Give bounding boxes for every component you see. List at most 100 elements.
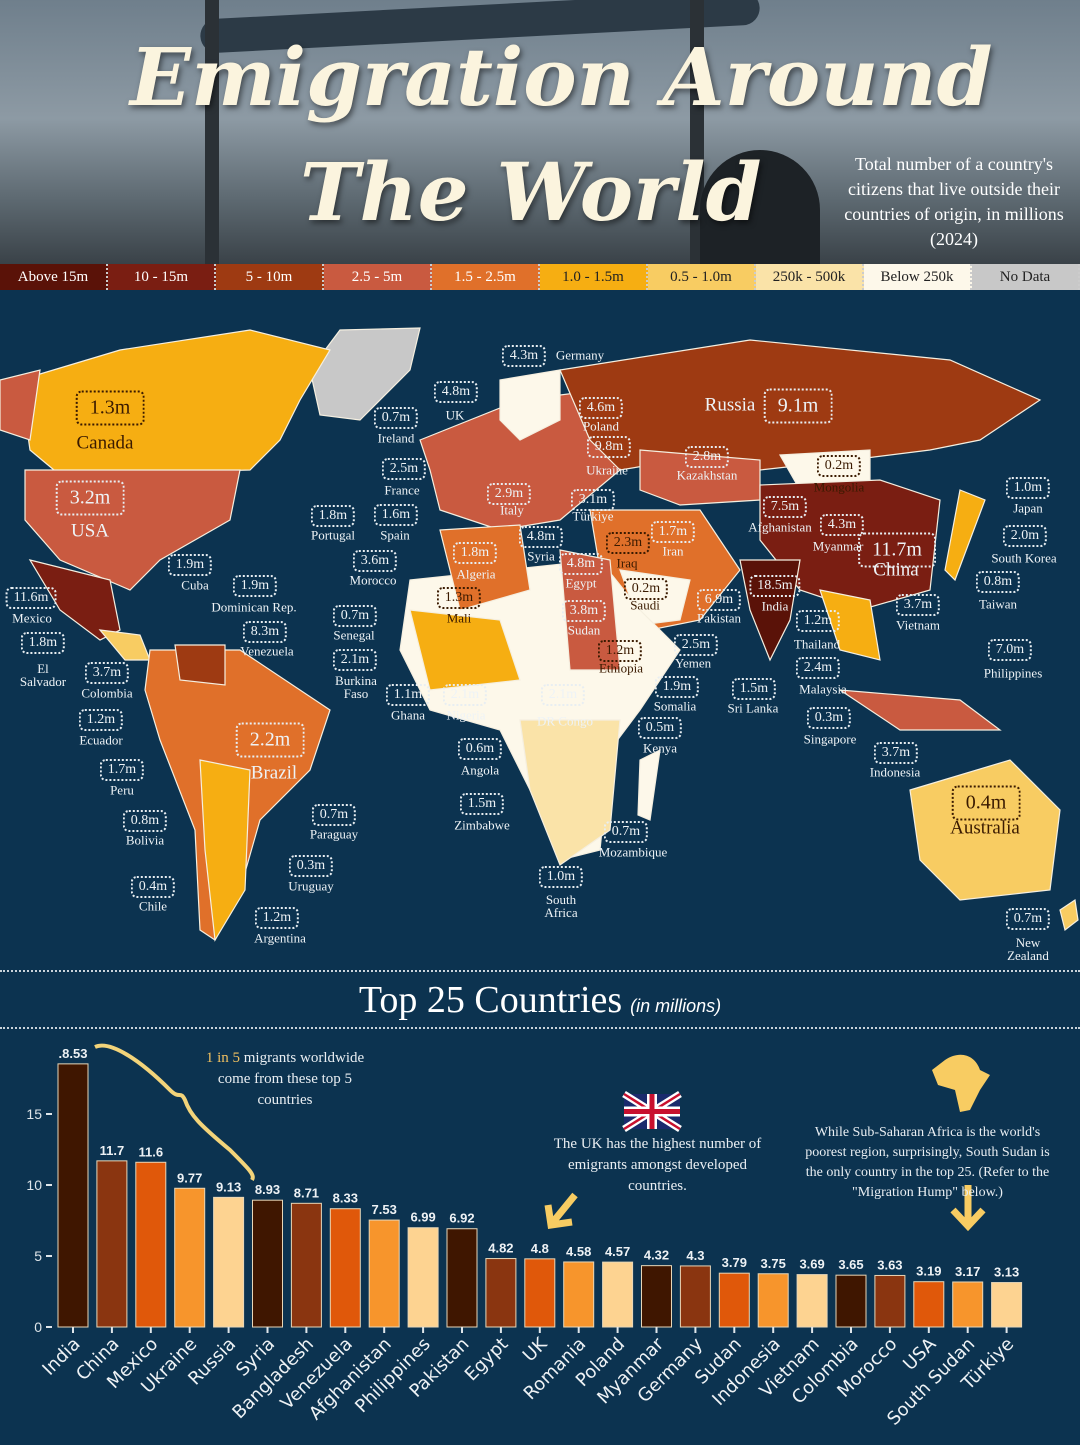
map-country-singapore: Singapore [803, 731, 857, 747]
map-country-uruguay: Uruguay [288, 878, 334, 894]
uk-flag-icon [622, 1091, 682, 1132]
map-country-portugal: Portugal [310, 527, 356, 543]
map-country-canada: Canada [76, 432, 134, 454]
map-value-poland: 4.6m [578, 397, 624, 419]
map-value-brazil: 2.2m [235, 722, 305, 758]
bar-value-label: 4.57 [605, 1244, 630, 1259]
bar-colombia [835, 1274, 867, 1328]
map-country-kazakhstan: Kazakhstan [676, 467, 738, 483]
bar-indonesia [757, 1273, 789, 1328]
map-country-brazil: Brazil [250, 762, 298, 784]
map-country-usa: USA [70, 520, 110, 542]
bar-syria [252, 1199, 283, 1328]
southern-africa-shape [519, 719, 621, 866]
map-country-sri-lanka: Sri Lanka [727, 700, 779, 716]
map-country-cuba: Cuba [181, 577, 209, 593]
top5-highlight: 1 in 5 [205, 1050, 240, 1066]
arrow-uk-icon [544, 1192, 578, 1229]
map-value-thailand: 1.2m [795, 610, 841, 632]
legend-item: 250k - 500k [756, 264, 864, 290]
map-value-sri-lanka: 1.5m [731, 678, 777, 700]
y-tick-label: 5 [34, 1248, 42, 1264]
map-country-chile: Chile [138, 898, 168, 914]
map-value-cuba: 1.9m [167, 554, 213, 576]
map-value-vietnam: 3.7m [895, 594, 941, 616]
map-country-germany: Germany [555, 347, 605, 363]
map-value-iran: 1.7m [650, 521, 696, 543]
map-value-yemen: 2.5m [673, 634, 719, 656]
map-value-ecuador: 1.2m [78, 709, 124, 731]
map-value-malaysia: 2.4m [795, 657, 841, 679]
map-country-argentina: Argentina [254, 930, 306, 946]
map-country-mexico: Mexico [12, 610, 52, 626]
map-country-senegal: Senegal [333, 627, 375, 643]
bar-egypt [485, 1258, 517, 1328]
map-value-mexico: 11.6m [5, 587, 57, 609]
bar-value-label: 3.69 [799, 1257, 824, 1272]
bar-value-label: 4.8 [531, 1241, 549, 1256]
map-country-uk: UK [445, 407, 465, 423]
top5-note: 1 in 5 migrants worldwide come from thes… [190, 1048, 380, 1111]
legend-item: Above 15m [0, 264, 108, 290]
header-banner: Emigration Around The World Total number… [0, 0, 1080, 264]
world-map: 1.3m Canada 3.2m USA 9.1m Russia 4.3m Germany 4.… [0, 290, 1080, 970]
map-country-paraguay: Paraguay [309, 826, 359, 842]
map-country-angola: Angola [460, 762, 500, 778]
map-value-canada: 1.3m [75, 390, 145, 426]
y-tick-label: 0 [34, 1319, 42, 1335]
bar-value-label: 3.17 [955, 1264, 980, 1279]
map-value-singapore: 0.3m [806, 707, 852, 729]
map-value-peru: 1.7m [99, 759, 145, 781]
map-country-somalia: Somalia [653, 698, 697, 714]
map-value-ghana: 1.1m [385, 684, 431, 706]
color-legend: Above 15m 10 - 15m 5 - 10m 2.5 - 5m 1.5 - 2.… [0, 264, 1080, 290]
map-country-mongolia: Mongolia [813, 479, 865, 495]
map-country-china: China [873, 559, 919, 581]
map-value-burkina-faso: 2.1m [332, 649, 378, 671]
map-value-bolivia: 0.8m [122, 810, 168, 832]
bar-value-label: 3.63 [877, 1257, 902, 1272]
bar-china [96, 1160, 128, 1328]
map-value-uk: 4.8m [433, 381, 479, 403]
map-value-egypt: 4.8m [558, 553, 604, 575]
map-value-italy: 2.9m [486, 483, 532, 505]
bar-bangladesh [290, 1202, 322, 1328]
bar-philippines [407, 1227, 439, 1328]
map-country-italy: Italy [500, 502, 524, 518]
map-country-philippines: Philippines [983, 665, 1043, 681]
map-value-paraguay: 0.7m [311, 804, 357, 826]
map-shapes [0, 327, 1079, 942]
japan-shape [944, 489, 986, 582]
map-country-india: India [761, 598, 789, 614]
map-value-ethiopia: 1.2m [597, 640, 643, 662]
bar-afghanistan [368, 1219, 400, 1328]
bar-value-label: 3.65 [838, 1257, 863, 1272]
map-value-south-africa: 1.0m [538, 866, 584, 888]
map-country-ghana: Ghana [391, 707, 425, 723]
usa-shape [24, 469, 241, 591]
section-title-text: Top 25 Countries [358, 979, 623, 1021]
map-value-somalia: 1.9m [654, 676, 700, 698]
map-country-spain: Spain [380, 527, 410, 543]
kazakhstan-shape [639, 449, 761, 506]
bar-germany [679, 1265, 711, 1328]
legend-item: 10 - 15m [108, 264, 216, 290]
bar-value-label: 8.71 [294, 1185, 319, 1200]
map-country-saudi: Saudi [630, 597, 660, 613]
russia-shape [559, 339, 1042, 471]
map-value-iraq: 2.3m [605, 532, 651, 554]
map-value-algeria: 1.8m [452, 542, 498, 564]
map-value-usa: 3.2m [55, 480, 125, 516]
map-value-afghanistan: 7.5m [762, 496, 808, 518]
bar-chart-svg: 051015.8.53India11.7China11.6Mexico9.77U… [26, 1043, 1023, 1430]
map-country-ireland: Ireland [377, 430, 415, 446]
map-value-japan: 1.0m [1005, 477, 1051, 499]
map-country-france: France [384, 482, 420, 498]
map-value-t-rkiye: 3.1m [570, 489, 616, 511]
map-country-nigeria: Nigeria [446, 707, 486, 723]
map-value-dominican-rep-: 1.9m [232, 575, 278, 597]
africa-note: While Sub-Saharan Africa is the world's … [805, 1125, 1050, 1200]
bar-value-label: 9.13 [216, 1179, 241, 1194]
map-country-ecuador: Ecuador [79, 732, 123, 748]
map-country-syria: Syria [527, 548, 555, 564]
